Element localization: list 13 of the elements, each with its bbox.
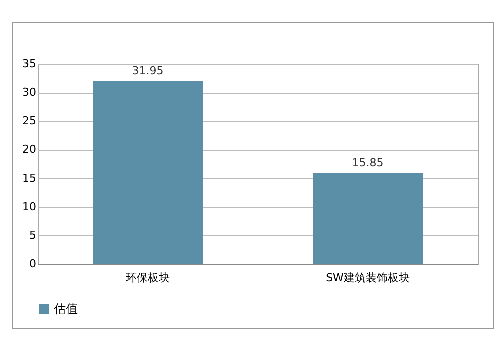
data-label: 31.95 (132, 64, 164, 78)
y-tick-label: 25 (22, 114, 36, 128)
x-tick-label: 环保板块 (126, 272, 170, 284)
y-tick-label: 15 (22, 172, 36, 185)
y-tick-label: 20 (22, 143, 36, 156)
data-label: 15.85 (352, 156, 384, 170)
x-tick-label: SW建筑装饰板块 (326, 272, 410, 284)
legend-label: 估值 (53, 302, 78, 316)
y-tick-label: 35 (22, 58, 36, 70)
y-tick-label: 5 (30, 228, 36, 242)
y-tick-label: 10 (22, 200, 36, 214)
y-tick-label: 0 (30, 258, 36, 270)
y-tick-label: 30 (22, 86, 36, 100)
